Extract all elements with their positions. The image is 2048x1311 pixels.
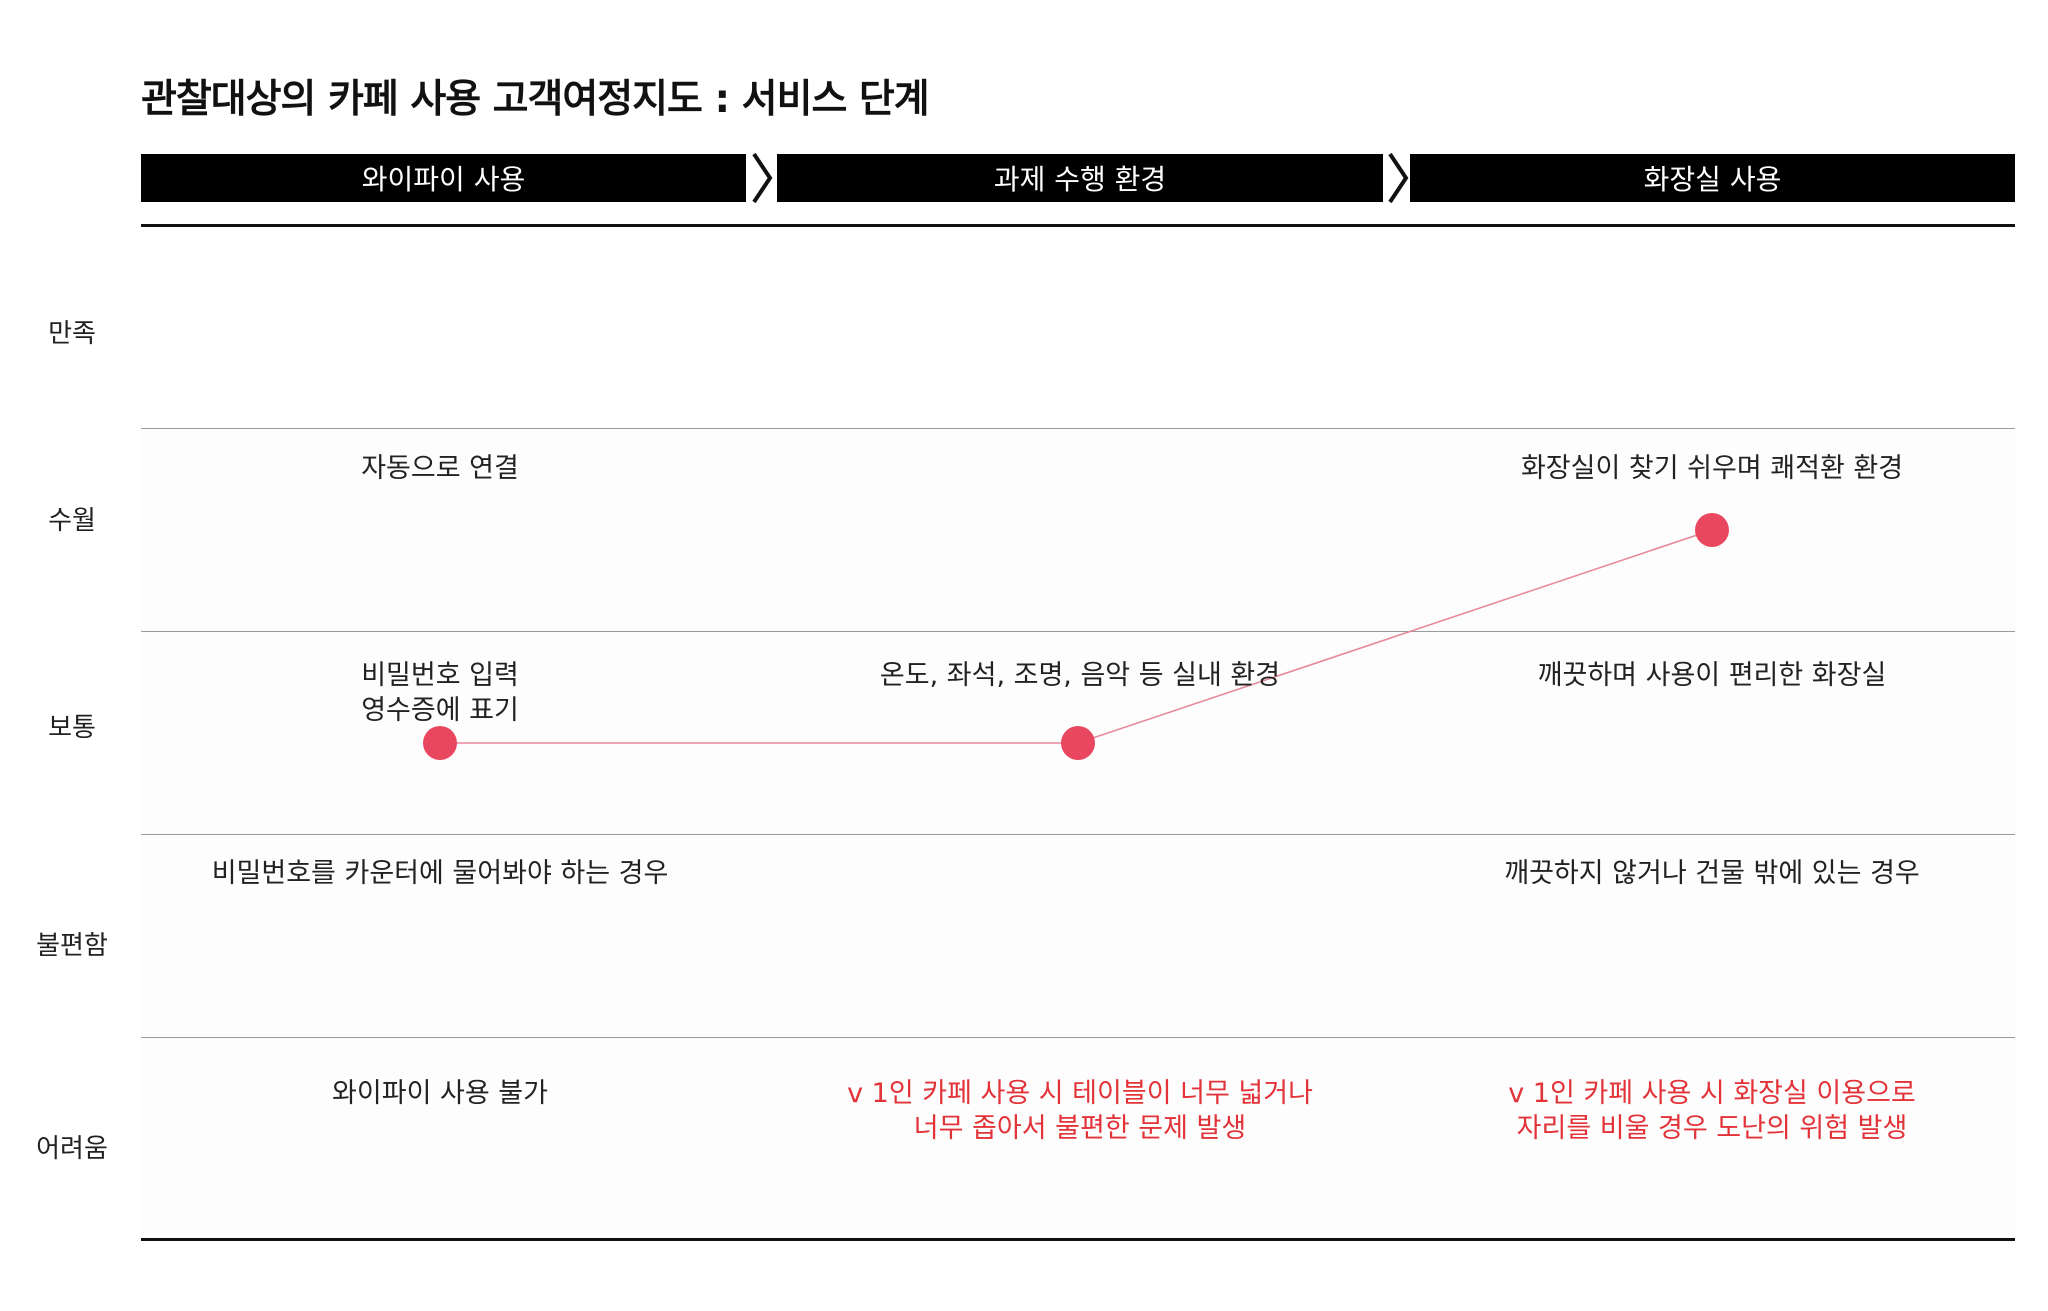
journey-point — [1695, 513, 1729, 547]
cell-restroom-normal: 깨끗하며 사용이 편리한 화장실 — [1537, 660, 1887, 691]
cell-task-difficult: v 1인 카페 사용 시 테이블이 너무 넓거나 너무 좁아서 불편한 문제 발… — [847, 1078, 1313, 1144]
cell-restroom-smooth: 화장실이 찾기 쉬우며 쾌적환 환경 — [1520, 453, 1904, 484]
grid-line — [141, 834, 2015, 835]
cell-wifi-normal: 비밀번호 입력 영수증에 표기 — [361, 660, 519, 726]
grid-bottom-border — [141, 1238, 2015, 1241]
row-label-uncomfortable: 불편함 — [36, 931, 108, 961]
grid-line — [141, 428, 2015, 429]
cell-wifi-smooth: 자동으로 연결 — [361, 453, 519, 484]
journey-point — [423, 726, 457, 760]
stage-restroom: 화장실 사용 — [1410, 154, 2015, 202]
cell-restroom-difficult: v 1인 카페 사용 시 화장실 이용으로 자리를 비울 경우 도난의 위험 발… — [1508, 1078, 1916, 1144]
journey-point — [1061, 726, 1095, 760]
cell-restroom-uncomfortable: 깨끗하지 않거나 건물 밖에 있는 경우 — [1504, 858, 1920, 889]
page-title: 관찰대상의 카페 사용 고객여정지도 : 서비스 단계 — [141, 77, 930, 122]
row-label-satisfied: 만족 — [48, 319, 96, 349]
chevron-right-icon — [752, 152, 773, 204]
cell-wifi-uncomfortable: 비밀번호를 카운터에 물어봐야 하는 경우 — [211, 858, 669, 889]
cell-task-normal: 온도, 좌석, 조명, 음악 등 실내 환경 — [879, 660, 1281, 691]
row-label-smooth: 수월 — [48, 506, 96, 536]
chevron-right-icon — [1388, 152, 1409, 204]
stage-wifi: 와이파이 사용 — [141, 154, 746, 202]
stage-task-environment: 과제 수행 환경 — [777, 154, 1383, 202]
row-label-difficult: 어려움 — [36, 1134, 108, 1164]
journey-connector-line — [1077, 529, 1713, 744]
row-label-normal: 보통 — [48, 713, 96, 743]
grid-line — [141, 631, 2015, 632]
cell-wifi-difficult: 와이파이 사용 불가 — [332, 1078, 548, 1109]
grid-top-border — [141, 224, 2015, 227]
grid-line — [141, 1037, 2015, 1038]
